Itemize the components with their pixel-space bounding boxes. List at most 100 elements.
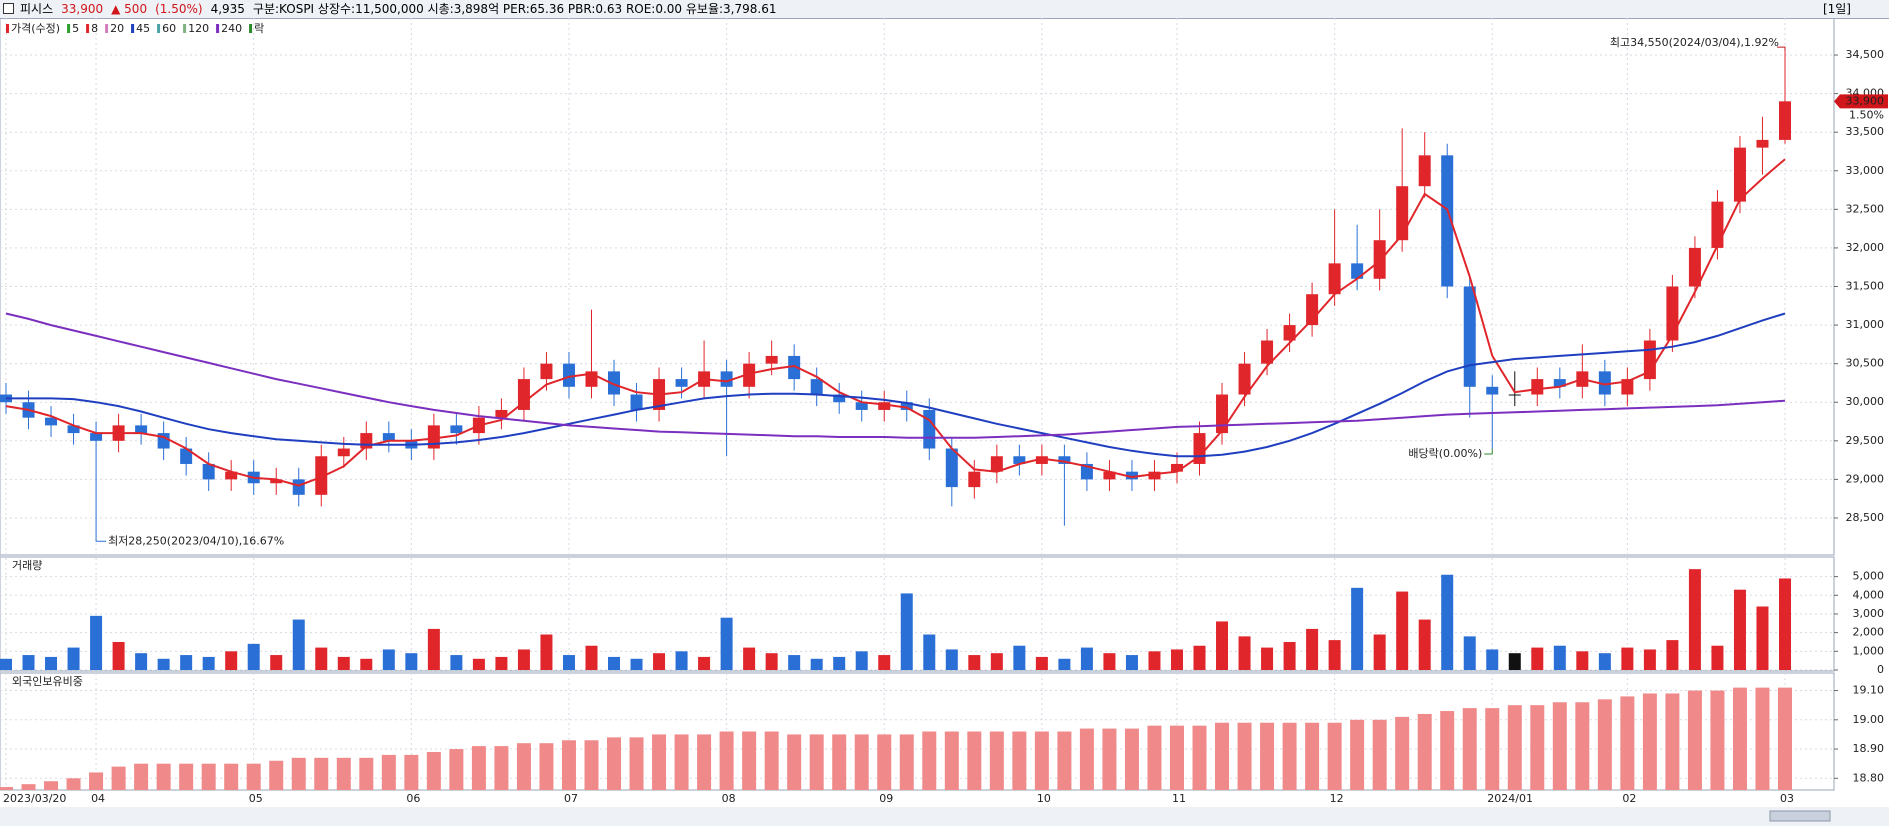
volume-bar <box>540 634 553 670</box>
candle-body <box>270 479 283 484</box>
volume-bar <box>1486 649 1499 670</box>
candle-body <box>1058 456 1071 464</box>
volume-bar <box>0 658 12 670</box>
candle-body <box>382 433 395 441</box>
foreign-bar <box>66 778 81 790</box>
legend-label: 240 <box>221 22 242 35</box>
volume-bar <box>90 615 103 670</box>
foreign-bar <box>1102 728 1117 790</box>
volume-bar <box>1576 651 1589 670</box>
candle-body <box>450 425 463 434</box>
foreign-bar <box>359 757 374 790</box>
volume-bar <box>112 641 125 670</box>
volume-bar <box>1643 649 1656 670</box>
volume-bar <box>608 656 621 670</box>
candle-body <box>517 379 530 410</box>
volume-bar <box>1035 656 1048 670</box>
candle-body <box>923 409 936 449</box>
candle-body <box>1733 147 1746 202</box>
volume-bar <box>630 658 643 670</box>
candle-body <box>1261 340 1274 364</box>
volume-bar <box>1396 591 1409 670</box>
volume-bar <box>495 656 508 670</box>
volume-bar <box>1125 655 1138 670</box>
volume-bar <box>562 655 575 670</box>
foreign-bar <box>21 784 36 790</box>
x-tick-label: 03 <box>1780 792 1794 805</box>
candle-body <box>562 363 575 387</box>
foreign-bar <box>1192 725 1207 790</box>
y-tick-label: 30,500 <box>1846 357 1885 370</box>
x-tick-label: 06 <box>406 792 420 805</box>
ma-line <box>5 312 1786 439</box>
candle-body <box>1035 456 1048 464</box>
volume-bar <box>517 649 530 670</box>
volume-bar <box>1351 587 1364 670</box>
foreign-bar <box>426 751 441 790</box>
y-tick-label: 19.10 <box>1853 684 1885 697</box>
legend-swatch <box>67 24 71 33</box>
candle-body <box>202 463 215 480</box>
foreign-bar <box>877 734 892 790</box>
candle-body <box>1170 463 1183 472</box>
volume-bar <box>1080 647 1093 670</box>
volume-bar <box>67 647 80 670</box>
y-tick-label: 2,000 <box>1853 626 1885 639</box>
foreign-bar <box>1079 728 1094 790</box>
volume-bar <box>225 651 238 670</box>
y-tick-label: 28,500 <box>1846 511 1885 524</box>
candle-body <box>675 379 688 387</box>
volume-bar <box>1621 647 1634 670</box>
volume-bar <box>653 653 666 670</box>
volume-bar <box>45 656 58 670</box>
stock-name: 피시스 <box>20 2 54 16</box>
foreign-bar <box>787 734 802 790</box>
foreign-bar <box>1552 702 1567 790</box>
min-annotation: 최저28,250(2023/04/10),16.67% <box>108 534 284 547</box>
volume-bar <box>450 655 463 670</box>
checkbox[interactable] <box>3 3 14 14</box>
volume-bar <box>945 649 958 670</box>
foreign-bar <box>111 766 126 790</box>
volume-bar <box>833 656 846 670</box>
foreign-bar <box>1507 705 1522 790</box>
scroll-thumb[interactable] <box>1769 810 1831 822</box>
y-tick-label: 31,500 <box>1846 280 1885 293</box>
candle-body <box>135 425 148 434</box>
foreign-bar <box>1169 725 1184 790</box>
foreign-bar <box>967 731 982 790</box>
volume-bar <box>900 593 913 670</box>
legend-swatch <box>105 24 109 33</box>
volume-bar <box>1013 645 1026 670</box>
info: 구분:KOSPI 상장수:11,500,000 시총:3,898억 PER:65… <box>252 2 777 16</box>
foreign-bar <box>1350 719 1365 790</box>
volume-bar <box>1688 569 1701 670</box>
scrollbar[interactable] <box>0 807 1889 826</box>
candle-body <box>1396 186 1409 241</box>
candle-body <box>1148 471 1161 480</box>
foreign-bar <box>0 787 13 790</box>
candle-body <box>315 456 328 495</box>
volume-bar <box>427 628 440 670</box>
foreign-bar <box>1597 699 1612 790</box>
candle-body <box>1508 394 1521 396</box>
volume-bar <box>1193 645 1206 670</box>
volume-bar <box>1373 634 1386 670</box>
ma-line <box>6 312 1786 458</box>
candle-body <box>45 417 58 426</box>
candle-body <box>1688 247 1701 287</box>
x-tick-label: 2023/03/20 <box>3 792 66 805</box>
foreign-bar <box>1417 713 1432 790</box>
foreign-bar <box>1575 702 1590 790</box>
volume-bar <box>1216 621 1229 670</box>
candle-body <box>1486 386 1499 395</box>
volume-bar <box>1441 574 1454 670</box>
foreign-bar <box>1395 716 1410 790</box>
legend-label: 60 <box>162 22 176 35</box>
volume-bar <box>1553 645 1566 670</box>
legend-label: 5 <box>72 22 79 35</box>
candle-body <box>90 433 103 441</box>
candle-body <box>855 402 868 410</box>
period[interactable]: [1일] <box>1822 2 1851 16</box>
candle-body <box>292 479 305 495</box>
